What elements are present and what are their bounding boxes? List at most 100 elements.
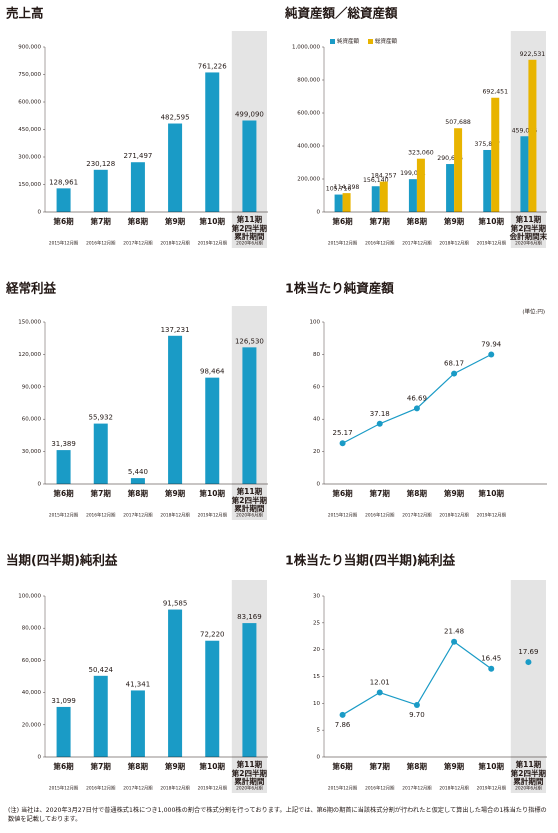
- x-tick-label: 第9期: [164, 762, 186, 771]
- y-tick-label: 30: [313, 594, 320, 600]
- value-label: 199,061: [400, 170, 426, 177]
- y-tick-label: 400,000: [297, 144, 320, 150]
- period-label: 2018年12月期: [160, 240, 189, 247]
- period-label: 2016年12月期: [365, 240, 394, 247]
- bar: [242, 120, 257, 212]
- x-tick-label: 第11期 第2四半期 累計期間: [231, 215, 268, 241]
- footnote: (注) 当社は、2020年3月27日付で普通株式1株につき1,000株の割合で株…: [8, 807, 547, 823]
- x-tick-label: 第9期: [443, 762, 465, 771]
- legend-label: 純資産額: [337, 37, 360, 45]
- value-label: 21.48: [444, 628, 464, 636]
- bar: [56, 188, 71, 212]
- bar: [334, 194, 343, 212]
- bar: [491, 97, 500, 212]
- period-label: 2020年6月期: [236, 240, 263, 247]
- value-label: 25.17: [333, 429, 353, 437]
- value-label: 31,389: [51, 440, 76, 448]
- y-tick-label: 450,000: [18, 127, 41, 133]
- y-tick-label: 0: [38, 210, 42, 216]
- period-label: 2017年12月期: [123, 785, 152, 792]
- y-tick-label: 40: [313, 417, 320, 423]
- y-tick-label: 100,000: [18, 594, 41, 600]
- value-label: 5,440: [128, 468, 148, 476]
- point: [451, 638, 458, 645]
- y-tick-label: 900,000: [18, 45, 41, 51]
- y-tick-label: 1,000,000: [292, 45, 320, 51]
- y-tick-label: 750,000: [18, 72, 41, 78]
- x-tick-label: 第9期: [164, 217, 186, 226]
- value-label: 114,398: [334, 184, 360, 191]
- x-tick-label: 第10期: [199, 762, 225, 771]
- y-tick-label: 100: [310, 320, 321, 326]
- y-tick-label: 30,000: [22, 449, 42, 455]
- x-tick-label: 第11期 第2四半期 会計期間末: [509, 215, 548, 241]
- period-label: 2019年12月期: [477, 512, 506, 519]
- value-label: 922,531: [520, 51, 546, 58]
- y-tick-label: 0: [38, 482, 42, 488]
- period-label: 2020年6月期: [515, 240, 542, 247]
- x-tick-label: 第7期: [369, 217, 390, 226]
- value-label: 72,220: [200, 631, 225, 639]
- y-tick-label: 0: [317, 210, 321, 216]
- y-tick-label: 200,000: [297, 177, 320, 183]
- period-label: 2016年12月期: [86, 512, 115, 519]
- period-label: 2015年12月期: [49, 240, 78, 247]
- bar: [242, 623, 257, 757]
- bar: [205, 377, 220, 484]
- x-tick-label: 第6期: [332, 762, 353, 771]
- x-tick-label: 第10期: [199, 489, 225, 498]
- bar: [242, 347, 257, 484]
- period-label: 2018年12月期: [439, 785, 468, 792]
- y-tick-label: 20: [313, 449, 320, 455]
- y-tick-label: 80,000: [22, 626, 42, 632]
- value-label: 91,585: [163, 600, 188, 608]
- period-label: 2015年12月期: [49, 512, 78, 519]
- bar: [205, 640, 220, 757]
- point: [376, 420, 383, 427]
- y-tick-label: 60: [313, 384, 320, 390]
- y-tick-label: 90,000: [22, 384, 42, 390]
- value-label: 37.18: [370, 410, 390, 418]
- y-tick-label: 20: [313, 647, 320, 653]
- bar: [342, 193, 351, 212]
- x-tick-label: 第7期: [90, 762, 111, 771]
- x-tick-label: 第11期 第2四半期 累計期間: [510, 760, 547, 786]
- bar: [483, 149, 492, 212]
- y-tick-label: 0: [317, 755, 321, 761]
- value-label: 105,716: [326, 186, 352, 193]
- x-tick-label: 第6期: [53, 217, 74, 226]
- point: [525, 659, 532, 666]
- x-tick-label: 第8期: [406, 217, 428, 226]
- period-label: 2018年12月期: [160, 785, 189, 792]
- x-tick-label: 第6期: [53, 762, 74, 771]
- chart-title: 売上高: [6, 6, 44, 21]
- y-tick-label: 120,000: [18, 352, 41, 358]
- period-label: 2015年12月期: [328, 785, 357, 792]
- period-label: 2019年12月期: [477, 240, 506, 247]
- period-label: 2020年6月期: [515, 785, 542, 792]
- point: [451, 370, 458, 377]
- bar: [130, 162, 145, 212]
- chart-title: 当期(四半期)純利益: [6, 553, 118, 568]
- value-label: 50,424: [89, 666, 114, 674]
- period-label: 2019年12月期: [198, 240, 227, 247]
- period-label: 2019年12月期: [198, 785, 227, 792]
- legend-swatch: [368, 39, 373, 44]
- y-tick-label: 80: [313, 352, 320, 358]
- value-label: 46.69: [407, 394, 427, 402]
- period-label: 2016年12月期: [365, 512, 394, 519]
- value-label: 79.94: [481, 340, 502, 348]
- chart-title: 1株当たり純資産額: [285, 281, 394, 296]
- x-tick-label: 第11期 第2四半期 累計期間: [231, 760, 268, 786]
- bar: [56, 450, 71, 484]
- value-label: 128,961: [49, 178, 78, 186]
- bar: [168, 123, 183, 212]
- legend-swatch: [330, 39, 335, 44]
- period-label: 2016年12月期: [86, 785, 115, 792]
- value-label: 499,090: [235, 111, 264, 119]
- value-label: 83,169: [237, 613, 262, 621]
- bar: [408, 179, 417, 212]
- x-tick-label: 第10期: [478, 217, 504, 226]
- chart-title: 純資産額／総資産額: [284, 6, 398, 21]
